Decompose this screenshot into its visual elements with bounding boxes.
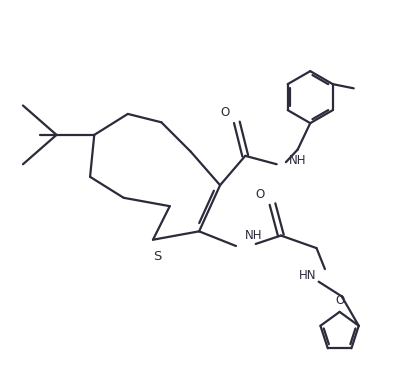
Text: O: O: [220, 106, 229, 119]
Text: HN: HN: [299, 269, 317, 282]
Text: S: S: [153, 250, 161, 263]
Text: O: O: [335, 294, 344, 307]
Text: NH: NH: [288, 154, 306, 167]
Text: NH: NH: [245, 229, 263, 242]
Text: O: O: [256, 188, 265, 201]
